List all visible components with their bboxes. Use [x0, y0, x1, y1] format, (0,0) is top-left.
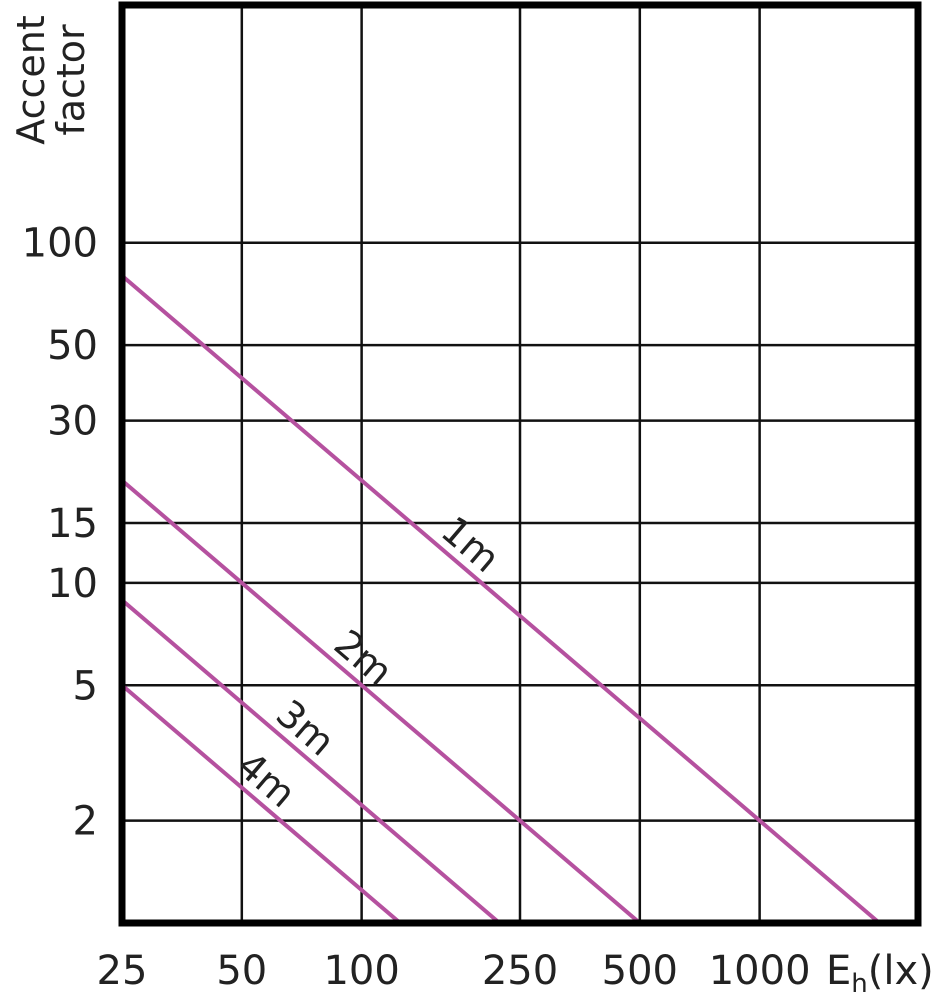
series-line	[120, 598, 501, 925]
y-tick-label: 30	[47, 399, 98, 445]
series-label: 1m	[433, 508, 508, 581]
series-line	[120, 274, 881, 925]
y-tick-label: 50	[47, 323, 98, 369]
y-tick-label: 2	[73, 799, 98, 845]
series-line	[120, 683, 402, 925]
y-tick-label: 15	[47, 501, 98, 547]
x-axis-label-unit: (lx)	[868, 948, 934, 994]
y-tick-label: 10	[47, 561, 98, 607]
x-axis-label-symbol: E	[826, 948, 851, 994]
series-label: 2m	[326, 621, 401, 694]
x-tick-label: 50	[216, 948, 267, 994]
series-line	[120, 478, 642, 925]
y-tick-label: 5	[73, 663, 98, 709]
x-tick-label: 500	[602, 948, 678, 994]
x-axis-label: Eh(lx)	[826, 948, 934, 999]
plot-frame	[118, 1, 922, 927]
x-tick-label: 25	[97, 948, 148, 994]
x-tick-label: 1000	[709, 948, 811, 994]
series-label: 4m	[229, 743, 304, 816]
y-axis-label: factor	[49, 24, 93, 136]
series-label: 3m	[268, 691, 343, 764]
y-axis-label: Accent	[9, 15, 53, 144]
x-tick-label: 250	[482, 948, 558, 994]
x-tick-label: 100	[323, 948, 399, 994]
y-tick-label: 100	[22, 221, 98, 267]
x-axis-label-subscript: h	[851, 969, 867, 999]
